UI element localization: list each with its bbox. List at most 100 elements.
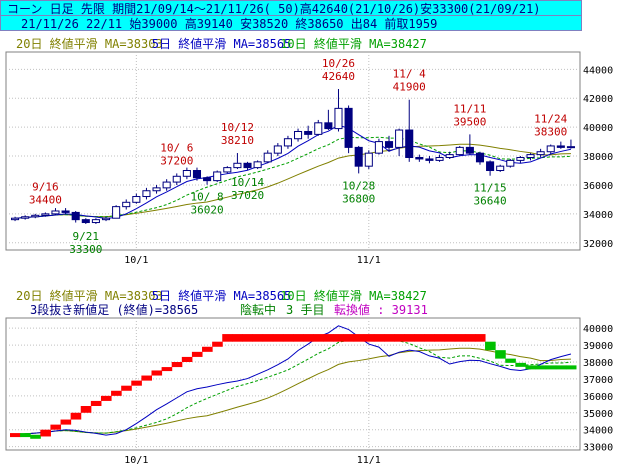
candle-body bbox=[354, 146, 363, 167]
kagi-down-block bbox=[30, 434, 41, 439]
kagi-info-state: 陰転中 bbox=[240, 302, 276, 317]
price-annotation-date: 10/26 bbox=[322, 57, 355, 70]
price-annotation-value: 38210 bbox=[221, 134, 254, 147]
kagi-up-block bbox=[222, 334, 233, 342]
candle-body bbox=[41, 213, 50, 216]
kagi-down-block bbox=[535, 365, 547, 370]
price-annotation-value: 39500 bbox=[453, 115, 486, 128]
price-annotation-value: 36800 bbox=[342, 192, 375, 205]
candle-body bbox=[253, 161, 262, 169]
candle-body bbox=[364, 152, 373, 167]
kagi-up-block bbox=[131, 380, 142, 386]
kagi-up-block bbox=[40, 429, 51, 437]
price-annotation-value: 37020 bbox=[231, 189, 264, 202]
kagi-up-block bbox=[454, 334, 466, 342]
candle-body bbox=[152, 187, 161, 192]
candle-body bbox=[182, 170, 191, 177]
candle-body bbox=[61, 210, 70, 213]
kagi-up-block bbox=[404, 334, 415, 342]
candle-body bbox=[172, 175, 181, 183]
kagi-down-block bbox=[495, 350, 506, 359]
kagi-up-block bbox=[363, 334, 375, 342]
candle-body bbox=[263, 152, 272, 163]
kagi-info-reversal: 転換値 : 39131 bbox=[334, 302, 428, 317]
price-annotation-value: 34400 bbox=[29, 193, 62, 206]
kagi-up-block bbox=[293, 334, 304, 342]
price-annotation-value: 33300 bbox=[69, 243, 102, 256]
kagi-ma5-line bbox=[15, 325, 572, 436]
price-annotation-value: 42640 bbox=[322, 70, 355, 83]
candle-body bbox=[243, 162, 252, 169]
kagi-up-block bbox=[212, 341, 223, 347]
kagi-info-count: 3 手目 bbox=[286, 303, 324, 317]
candle-body bbox=[465, 146, 474, 154]
candle-body bbox=[556, 145, 565, 148]
candle-body bbox=[31, 214, 40, 218]
price-x-tick-label: 10/1 bbox=[124, 255, 148, 266]
kagi-info-price: 3段抜き新値足 (終値)=38565 bbox=[30, 302, 198, 317]
kagi-up-block bbox=[444, 334, 456, 342]
price-annotation-date: 10/ 8 bbox=[191, 191, 224, 204]
candle-body bbox=[273, 145, 282, 154]
kagi-up-block bbox=[434, 334, 446, 342]
kagi-up-block bbox=[10, 433, 21, 438]
price-axis-tick-label: 36000 bbox=[583, 181, 613, 192]
kagi-ma10-line bbox=[15, 339, 571, 436]
kagi-up-block bbox=[474, 334, 486, 342]
kagi-axis-tick-label: 40000 bbox=[583, 324, 613, 335]
kagi-axis-tick-label: 33000 bbox=[583, 443, 613, 454]
kagi-up-block bbox=[303, 334, 314, 342]
candle-body bbox=[192, 170, 202, 179]
candle-body bbox=[142, 190, 151, 198]
kagi-axis-tick-label: 36000 bbox=[583, 392, 613, 403]
kagi-legend-entry: 20日 終値平滑 MA=38303 bbox=[16, 288, 163, 303]
kagi-up-block bbox=[373, 334, 385, 342]
candle-body bbox=[283, 138, 292, 147]
price-axis-tick-label: 34000 bbox=[583, 210, 613, 221]
candle-body bbox=[455, 146, 464, 156]
kagi-up-block bbox=[100, 395, 112, 401]
candle-body bbox=[374, 141, 383, 154]
candle-body bbox=[132, 196, 141, 203]
candle-body bbox=[223, 167, 232, 173]
kagi-up-block bbox=[60, 419, 72, 425]
price-annotation-date: 10/12 bbox=[221, 121, 254, 134]
chart-header-summary: コーン 日足 先限 期間21/09/14～21/11/26( 50)高42640… bbox=[0, 0, 582, 16]
price-legend-entry: 5日 終値平滑 MA=38565 bbox=[152, 36, 291, 51]
price-annotation-date: 9/16 bbox=[32, 180, 59, 193]
candle-body bbox=[21, 216, 30, 219]
price-annotation-date: 11/24 bbox=[534, 112, 567, 125]
price-annotation-value: 41900 bbox=[393, 81, 426, 94]
price-annotation-date: 11/11 bbox=[453, 102, 486, 115]
price-legend-entry: 10日 終値平滑 MA=38427 bbox=[280, 36, 427, 51]
candle-body bbox=[566, 146, 575, 149]
kagi-up-block bbox=[343, 334, 355, 342]
price-annotation-date: 11/ 4 bbox=[393, 68, 426, 81]
kagi-up-block bbox=[313, 334, 324, 342]
kagi-up-block bbox=[272, 334, 284, 342]
kagi-axis-tick-label: 37000 bbox=[583, 375, 613, 386]
kagi-down-block bbox=[545, 365, 557, 370]
candle-body bbox=[162, 181, 171, 189]
candle-body bbox=[506, 159, 515, 167]
kagi-up-block bbox=[333, 334, 345, 342]
kagi-up-block bbox=[151, 370, 163, 376]
candle-body bbox=[91, 219, 100, 224]
price-annotation-value: 37200 bbox=[160, 154, 193, 167]
candle-body bbox=[233, 162, 242, 169]
candle-body bbox=[526, 154, 535, 159]
kagi-up-block bbox=[111, 390, 122, 396]
price-x-tick-label: 11/1 bbox=[357, 255, 381, 266]
candle-body bbox=[384, 141, 394, 148]
kagi-up-block bbox=[242, 334, 254, 342]
candle-body bbox=[122, 201, 131, 208]
candle-body bbox=[81, 219, 90, 224]
candle-body bbox=[475, 152, 485, 163]
candle-body bbox=[334, 107, 343, 130]
kagi-down-block bbox=[565, 365, 577, 370]
kagi-up-block bbox=[232, 334, 243, 342]
candle-body bbox=[294, 130, 303, 140]
kagi-up-block bbox=[171, 362, 183, 368]
